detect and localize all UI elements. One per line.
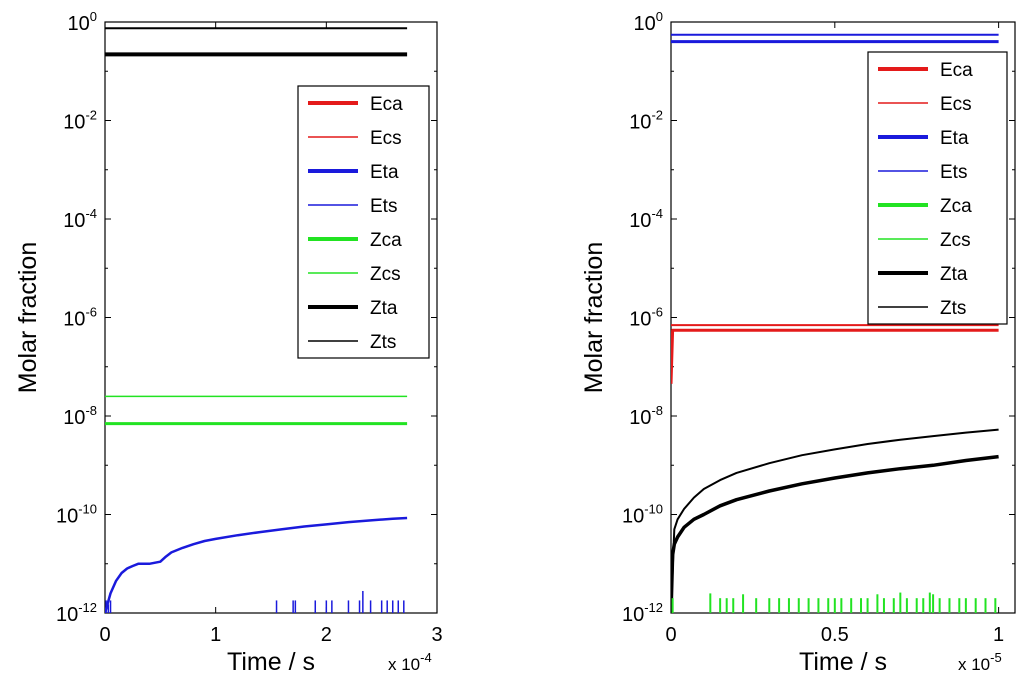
series-line-zts	[671, 428, 999, 613]
legend-label-eca: Eca	[370, 94, 403, 115]
legend-label-zca: Zca	[370, 230, 402, 251]
y-tick-label: 100	[68, 9, 97, 35]
x-tick-label: 0.5	[821, 624, 849, 646]
legend-label-zcs: Zcs	[370, 264, 401, 285]
x-tick-label: 0	[99, 624, 110, 646]
y-tick-label: 10-4	[63, 206, 97, 232]
x-tick-label: 1	[993, 624, 1004, 646]
legend-label-zcs: Zcs	[940, 230, 971, 251]
y-tick-label: 10-4	[629, 206, 663, 232]
y-tick-label: 10-10	[56, 502, 97, 528]
x-tick-label: 2	[321, 624, 332, 646]
y-tick-label: 10-12	[56, 600, 97, 626]
legend-box	[867, 51, 1008, 325]
x-tick-label: 0	[665, 624, 676, 646]
y-tick-label: 10-12	[622, 600, 663, 626]
x-axis-label: Time / s	[799, 648, 887, 676]
x-axis-label: Time / s	[227, 648, 315, 676]
legend-label-zca: Zca	[940, 196, 972, 217]
y-tick-label: 10-6	[63, 305, 97, 331]
series-line-zta	[671, 454, 999, 613]
legend-label-ecs: Ecs	[370, 128, 402, 149]
x-tick-label: 3	[431, 624, 442, 646]
legend-label-eta: Eta	[370, 162, 399, 183]
plot-area	[671, 33, 999, 613]
y-tick-label: 100	[634, 9, 663, 35]
series-line-eta	[105, 516, 408, 613]
series-line-eca	[671, 328, 999, 384]
x-tick-label: 1	[210, 624, 221, 646]
y-tick-label: 10-8	[629, 403, 663, 429]
legend-box	[297, 85, 430, 359]
legend-label-ets: Ets	[370, 196, 397, 217]
legend-label-zta: Zta	[370, 298, 398, 319]
plot-area	[105, 27, 408, 613]
y-tick-label: 10-10	[622, 502, 663, 528]
y-tick-label: 10-6	[629, 305, 663, 331]
legend-label-zts: Zts	[940, 298, 966, 319]
y-tick-label: 10-2	[63, 108, 97, 134]
legend: Eca Ecs Eta Ets Zca Zcs Zta Zts	[297, 85, 430, 359]
y-tick-label: 10-8	[63, 403, 97, 429]
y-tick-label: 10-2	[629, 108, 663, 134]
chart-1: 100 10-2 10-4 10-6 10-8 10-10 10-120 1 2 3 x 10-4 T…	[14, 9, 443, 676]
legend-label-zta: Zta	[940, 264, 968, 285]
legend-label-ecs: Ecs	[940, 94, 972, 115]
legend: Eca Ecs Eta Ets Zca Zcs Zta Zts	[867, 51, 1008, 325]
legend-label-eca: Eca	[940, 60, 973, 81]
legend-label-ets: Ets	[940, 162, 967, 183]
legend-label-zts: Zts	[370, 332, 396, 353]
x-multiplier: x 10-4	[388, 650, 432, 674]
x-multiplier: x 10-5	[958, 650, 1002, 674]
legend-label-eta: Eta	[940, 128, 969, 149]
chart-2: 100 10-2 10-4 10-6 10-8 10-10 10-120 0.5 1 x 10-5…	[580, 9, 1016, 676]
y-axis-label: Molar fraction	[14, 242, 42, 393]
y-axis-label: Molar fraction	[580, 242, 608, 393]
